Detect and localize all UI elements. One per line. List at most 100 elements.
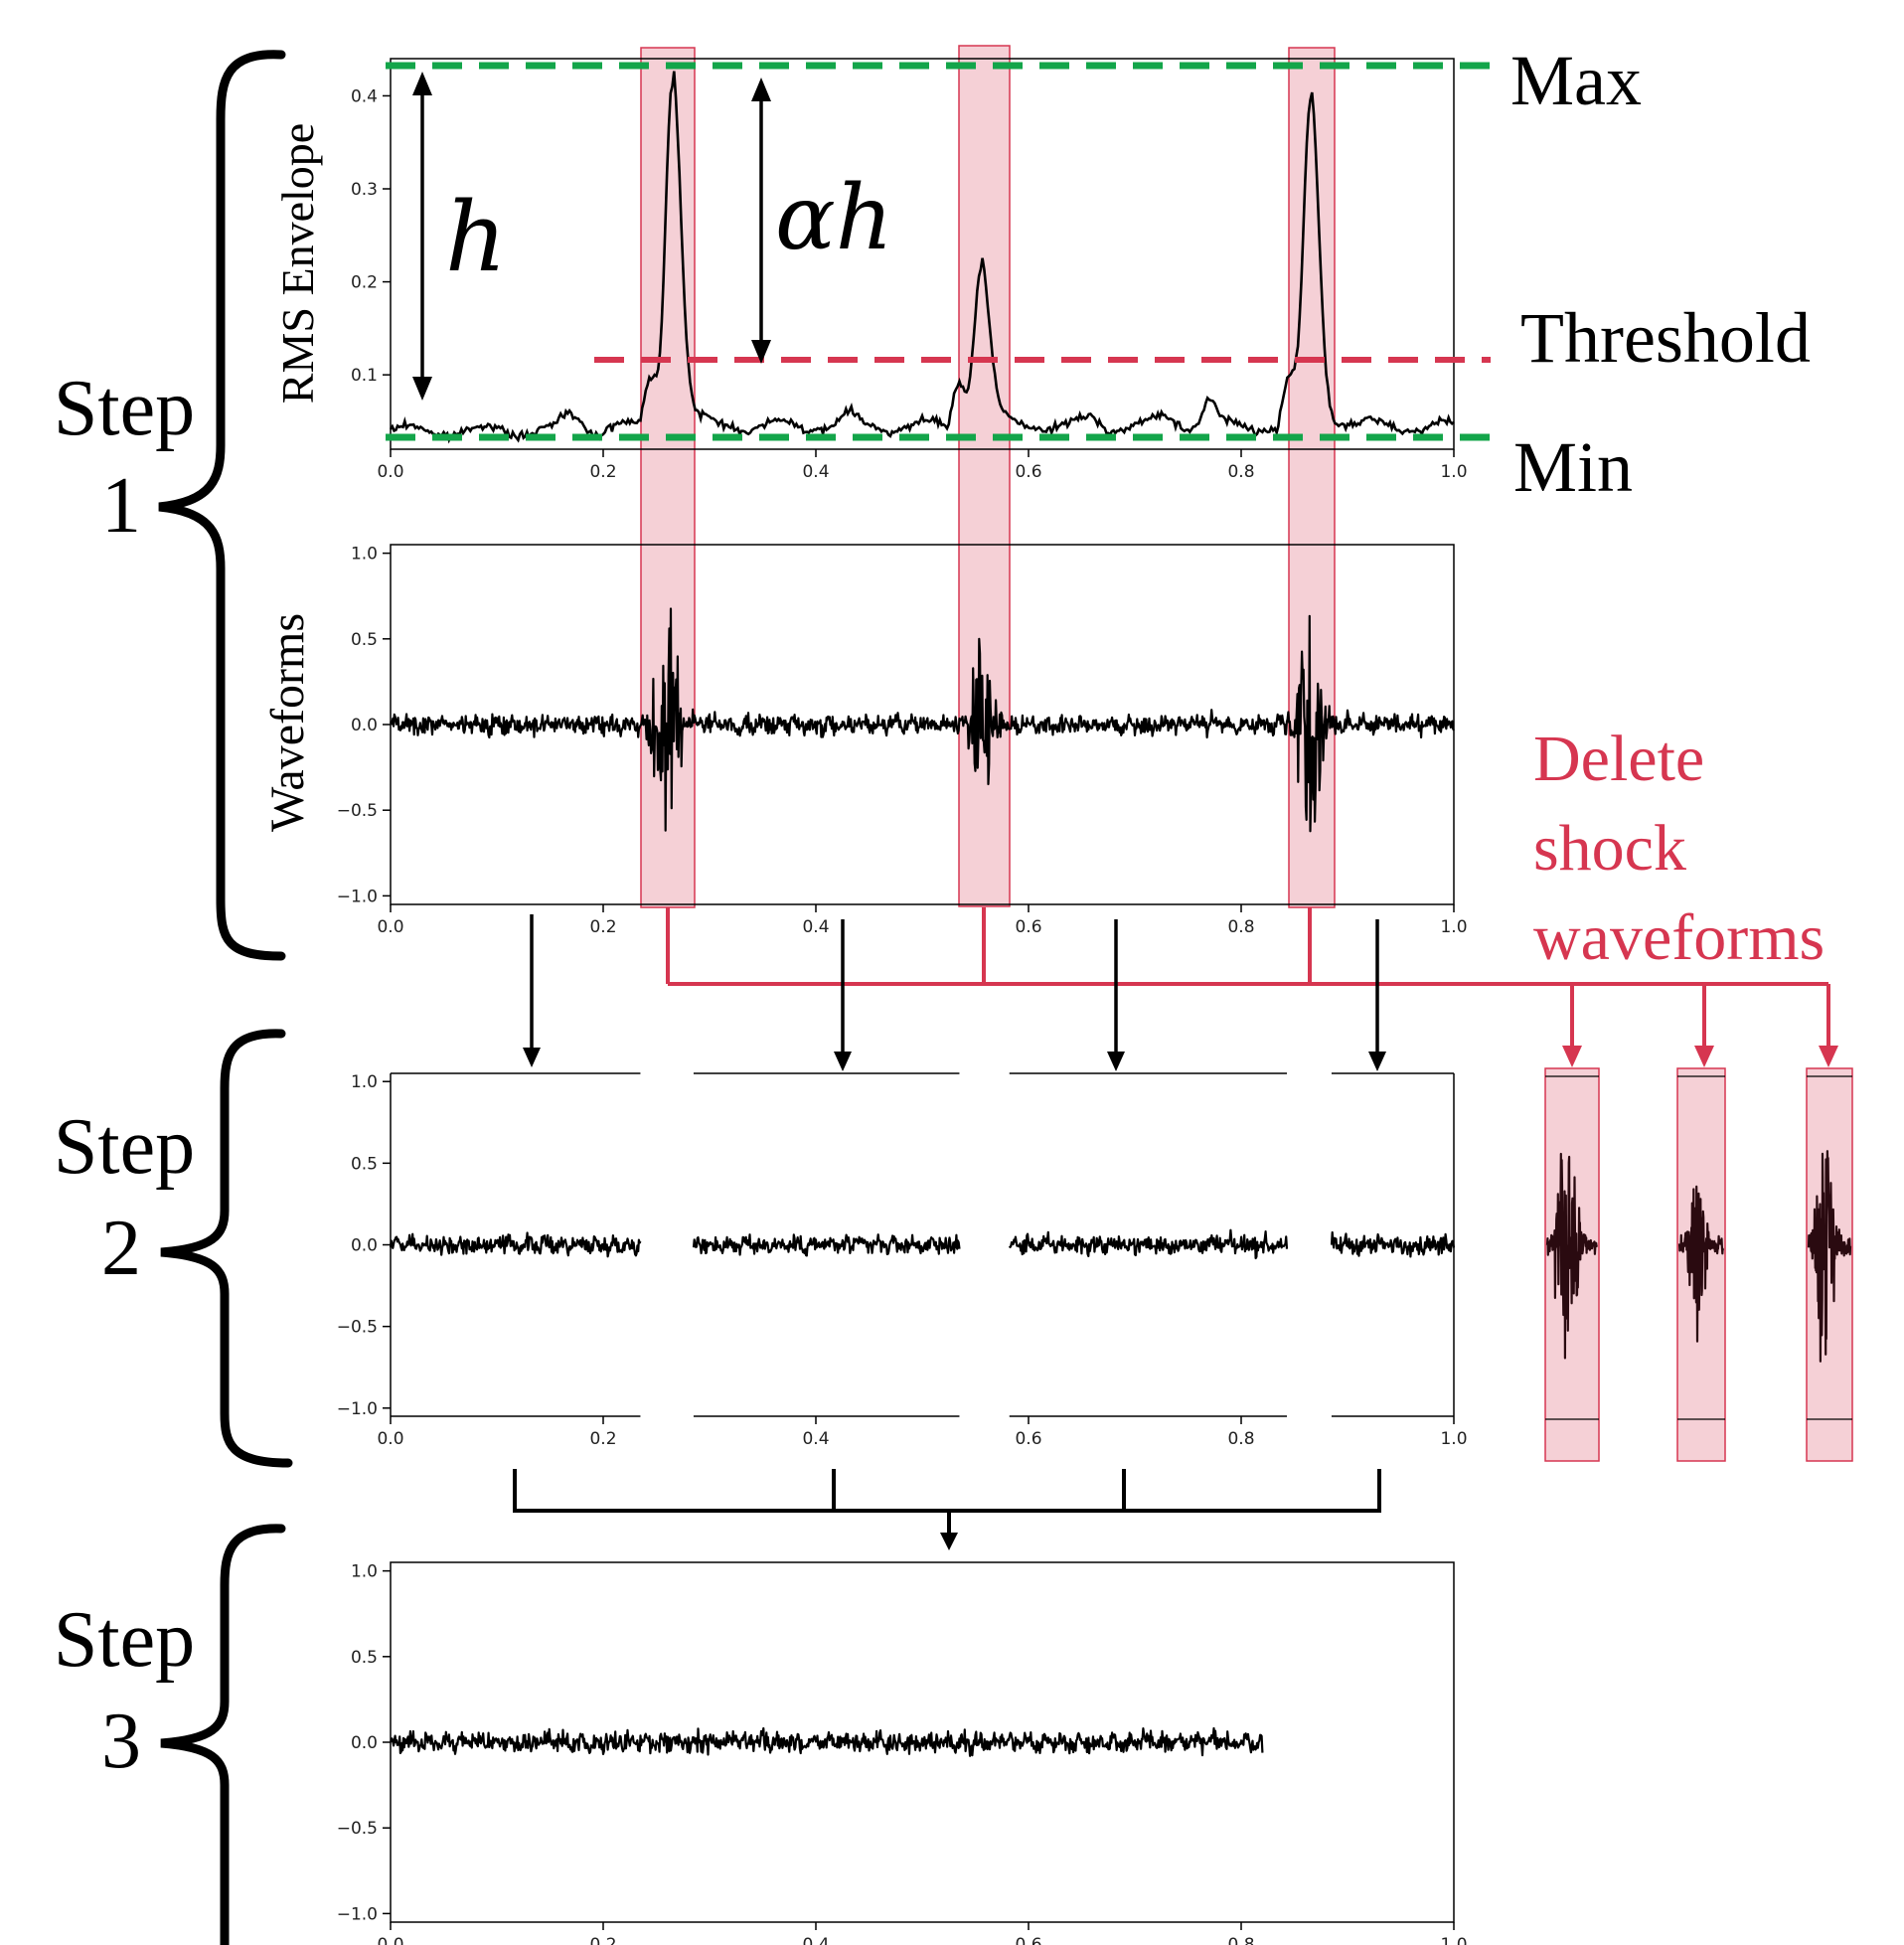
waveform-line (389, 607, 1455, 833)
step2-xtick-label: 0.6 (1015, 1429, 1041, 1449)
wave-ytick-label: 0.0 (351, 716, 378, 735)
black-arrowhead-3 (1107, 1052, 1125, 1071)
wave-ytick-label: −1.0 (337, 887, 378, 906)
step2-ytick-label: 0.0 (351, 1236, 378, 1256)
step3-xtick-label: 0.0 (377, 1935, 403, 1945)
step1-number: 1 (101, 462, 141, 550)
step2-x-ticks: 0.0 0.2 0.4 0.6 0.8 1.0 (377, 1416, 1468, 1449)
delete-label-line-2: shock (1533, 812, 1686, 885)
wave-xtick-label: 0.8 (1227, 917, 1254, 937)
step3-ytick-label: −0.5 (337, 1819, 378, 1839)
rms-envelope-panel: 0.1 0.2 0.3 0.4 0.0 0.2 0.4 0.6 0.8 1.0 RMS Enve… (272, 58, 1468, 482)
rms-xtick-label: 0.2 (589, 462, 616, 482)
step2-panel: 1.0 0.5 0.0 −0.5 −1.0 0.0 0.2 0.4 0.6 0.8 1.0 (337, 1072, 1468, 1449)
step2-xtick-label: 0.4 (802, 1429, 829, 1449)
step1-word: Step (54, 365, 195, 452)
rms-ytick-label: 0.3 (351, 180, 378, 200)
step2-number: 2 (101, 1205, 141, 1292)
step2-xtick-label: 1.0 (1440, 1429, 1467, 1449)
step3-ytick-label: 0.0 (351, 1733, 378, 1753)
rms-y-ticks: 0.1 0.2 0.3 0.4 (351, 86, 391, 386)
wave-y-ticks: 1.0 0.5 0.0 −0.5 −1.0 (337, 545, 391, 906)
rms-envelope-line (389, 71, 1455, 444)
step1-to-step2-arrows (530, 914, 1379, 1057)
wave-xtick-label: 0.4 (802, 917, 829, 937)
alpha-h-arrow (751, 78, 771, 364)
step3-waveform-line (390, 1726, 1264, 1757)
step2-ytick-label: 1.0 (351, 1072, 378, 1092)
step3-number: 3 (101, 1698, 141, 1785)
step3-ytick-label: 1.0 (351, 1562, 378, 1582)
rms-ytick-label: 0.2 (351, 273, 378, 293)
delete-label-line-3: waveforms (1533, 901, 1825, 974)
wave-xtick-label: 1.0 (1440, 917, 1467, 937)
shock-region-2 (958, 45, 1011, 907)
black-arrowhead-2 (834, 1052, 852, 1071)
wave-xtick-label: 0.6 (1015, 917, 1041, 937)
red-arrowhead-1 (1562, 1046, 1582, 1067)
rms-ytick-label: 0.4 (351, 86, 378, 106)
rms-xtick-label: 0.4 (802, 462, 829, 482)
h-arrow (412, 72, 432, 401)
step2-ytick-label: −0.5 (337, 1318, 378, 1338)
extracted-shocks (1544, 1067, 1853, 1462)
step2-waveform-segments (389, 1228, 1456, 1260)
black-arrowhead-4 (1368, 1052, 1386, 1071)
rms-axes-frame (390, 58, 1455, 450)
shock-regions (640, 45, 1336, 908)
step3-word: Step (54, 1596, 195, 1684)
wave-xtick-label: 0.2 (589, 917, 616, 937)
step3-panel: 1.0 0.5 0.0 −0.5 −1.0 0.0 0.2 0.4 0.6 0.8 1.0 (337, 1561, 1468, 1945)
red-arrowhead-3 (1819, 1046, 1838, 1067)
brace-step2 (160, 1029, 293, 1468)
step3-xtick-label: 1.0 (1440, 1935, 1467, 1945)
extracted-shock-waveform-1 (1544, 1067, 1600, 1462)
wave-ytick-label: 0.5 (351, 630, 378, 650)
step2-to-step3-merge-bracket (513, 1469, 1381, 1539)
h-label: h (445, 182, 507, 293)
step2-y-ticks: 1.0 0.5 0.0 −0.5 −1.0 (337, 1072, 391, 1419)
shock-region-3 (1288, 47, 1336, 908)
step2-xtick-label: 0.8 (1227, 1429, 1254, 1449)
rms-xtick-label: 1.0 (1440, 462, 1467, 482)
wave-ytick-label: 1.0 (351, 545, 378, 565)
threshold-label: Threshold (1520, 298, 1811, 378)
step3-y-ticks: 1.0 0.5 0.0 −0.5 −1.0 (337, 1562, 391, 1924)
step3-xtick-label: 0.4 (802, 1935, 829, 1945)
rms-xtick-label: 0.8 (1227, 462, 1254, 482)
rms-x-ticks: 0.0 0.2 0.4 0.6 0.8 1.0 (377, 449, 1468, 482)
max-label: Max (1510, 41, 1642, 120)
brace-step3 (160, 1524, 286, 1945)
brace-step1 (158, 50, 286, 961)
delete-label-line-1: Delete (1533, 723, 1704, 795)
extracted-shock-waveform-2 (1676, 1067, 1726, 1462)
step2-word: Step (54, 1103, 195, 1191)
waveforms-panel: 1.0 0.5 0.0 −0.5 −1.0 0.0 0.2 0.4 0.6 0.8 1.0 Wav… (261, 544, 1468, 937)
black-arrowhead-1 (523, 1048, 541, 1067)
rms-xtick-label: 0.6 (1015, 462, 1041, 482)
step3-ytick-label: −1.0 (337, 1904, 378, 1924)
wave-y-axis-label: Waveforms (261, 613, 314, 832)
step3-xtick-label: 0.8 (1227, 1935, 1254, 1945)
step3-xtick-label: 0.6 (1015, 1935, 1041, 1945)
step3-ytick-label: 0.5 (351, 1648, 378, 1668)
extracted-shock-waveform-3 (1806, 1067, 1853, 1462)
step2-ytick-label: −1.0 (337, 1399, 378, 1419)
shock-extraction-connector (666, 907, 1830, 1055)
merge-arrowhead (940, 1533, 958, 1550)
wave-ytick-label: −0.5 (337, 801, 378, 821)
rms-y-axis-label: RMS Envelope (272, 123, 323, 404)
wave-xtick-label: 0.0 (377, 917, 403, 937)
rms-ytick-label: 0.1 (351, 366, 378, 386)
rms-xtick-label: 0.0 (377, 462, 403, 482)
step2-xtick-label: 0.0 (377, 1429, 403, 1449)
alpha-h-label: αh (775, 166, 893, 270)
step3-x-ticks: 0.0 0.2 0.4 0.6 0.8 1.0 (377, 1922, 1468, 1945)
min-label: Min (1513, 427, 1633, 507)
wave-x-ticks: 0.0 0.2 0.4 0.6 0.8 1.0 (377, 904, 1468, 937)
step3-xtick-label: 0.2 (589, 1935, 616, 1945)
step2-ytick-label: 0.5 (351, 1154, 378, 1174)
step2-xtick-label: 0.2 (589, 1429, 616, 1449)
red-arrowhead-2 (1694, 1046, 1714, 1067)
